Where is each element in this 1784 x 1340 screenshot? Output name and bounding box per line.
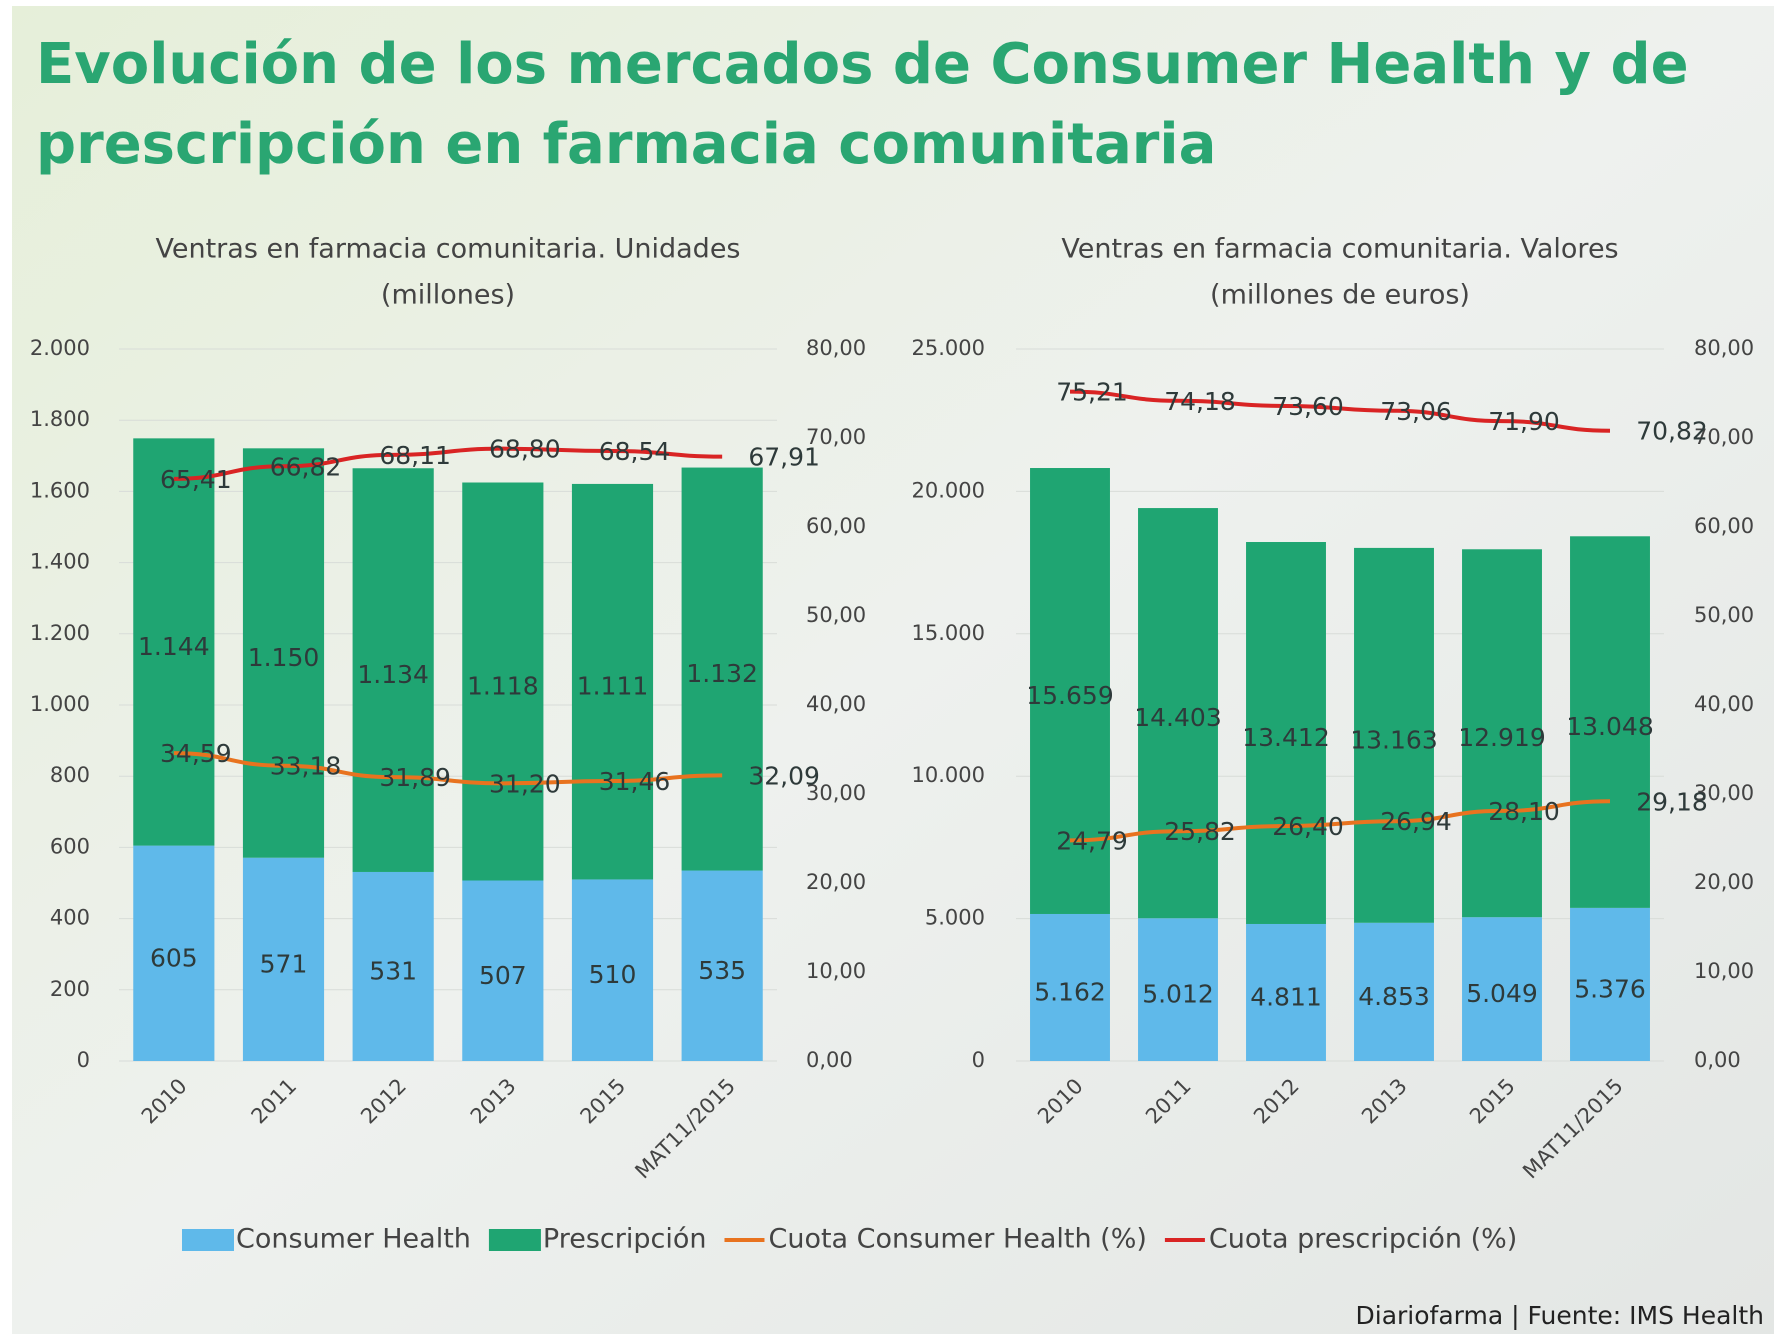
bar-value-label: 5.012 xyxy=(1142,980,1214,1009)
bar-value-label: 15.659 xyxy=(1026,681,1113,710)
line-value-label: 31,89 xyxy=(379,763,451,792)
y2-tick-label: 60,00 xyxy=(806,514,866,538)
y2-tick-label: 40,00 xyxy=(806,692,866,716)
bar-value-label: 1.111 xyxy=(577,672,649,701)
bar-value-label: 5.162 xyxy=(1034,977,1106,1006)
line-value-label: 31,46 xyxy=(599,767,671,796)
line-value-label: 73,60 xyxy=(1272,392,1344,421)
legend-label: Cuota prescripción (%) xyxy=(1209,1224,1517,1255)
bar-value-label: 1.134 xyxy=(357,660,429,689)
y-tick-label: 1.200 xyxy=(30,621,90,645)
bar-value-label: 1.144 xyxy=(138,632,210,661)
bar-value-label: 5.049 xyxy=(1466,979,1538,1008)
bar-value-label: 4.811 xyxy=(1250,982,1322,1011)
line-value-label: 31,20 xyxy=(489,769,561,798)
y-tick-label: 10.000 xyxy=(912,763,985,787)
line-value-label: 68,54 xyxy=(599,437,671,466)
bar-value-label: 13.163 xyxy=(1350,725,1437,754)
line-value-label: 65,41 xyxy=(160,465,232,494)
y2-tick-label: 60,00 xyxy=(1694,514,1754,538)
bar-value-label: 1.132 xyxy=(686,659,758,688)
line-value-label: 68,11 xyxy=(379,441,451,470)
y2-tick-label: 10,00 xyxy=(806,959,866,983)
legend-label: Cuota Consumer Health (%) xyxy=(768,1224,1146,1255)
bar-value-label: 13.048 xyxy=(1566,712,1653,741)
y-tick-label: 20.000 xyxy=(912,478,985,502)
line-value-label: 68,80 xyxy=(489,435,561,464)
bar-value-label: 535 xyxy=(698,956,746,985)
bar-value-label: 5.376 xyxy=(1574,974,1646,1003)
y-tick-label: 600 xyxy=(50,834,90,858)
page-title: prescripción en farmacia comunitaria xyxy=(36,112,1216,177)
y-tick-label: 5.000 xyxy=(925,906,985,930)
chart-subtitle: Ventras en farmacia comunitaria. Valores xyxy=(1061,234,1618,265)
line-value-label: 32,09 xyxy=(748,761,820,790)
y-tick-label: 0 xyxy=(77,1048,90,1072)
y2-tick-label: 80,00 xyxy=(806,336,866,360)
legend-label: Prescripción xyxy=(543,1224,707,1255)
line-value-label: 66,82 xyxy=(270,452,342,481)
bar-value-label: 13.412 xyxy=(1242,723,1329,752)
line-value-label: 29,18 xyxy=(1636,787,1708,816)
y-tick-label: 1.600 xyxy=(30,478,90,502)
line-value-label: 26,40 xyxy=(1272,812,1344,841)
y2-tick-label: 80,00 xyxy=(1694,336,1754,360)
legend-swatch xyxy=(489,1229,541,1251)
legend-swatch xyxy=(182,1229,234,1251)
y2-tick-label: 0,00 xyxy=(1694,1048,1741,1072)
source: Diariofarma | Fuente: IMS Health xyxy=(1356,1301,1764,1330)
bar-value-label: 605 xyxy=(150,943,198,972)
bar-value-label: 510 xyxy=(589,960,637,989)
y-tick-label: 800 xyxy=(50,763,90,787)
line-value-label: 33,18 xyxy=(270,752,342,781)
bar-value-label: 507 xyxy=(479,961,527,990)
y-tick-label: 1.400 xyxy=(30,550,90,574)
chart-subtitle: (millones de euros) xyxy=(1210,280,1470,311)
line-value-label: 26,94 xyxy=(1380,807,1452,836)
legend-label: Consumer Health xyxy=(236,1224,471,1255)
bar-value-label: 531 xyxy=(369,956,417,985)
y-tick-label: 2.000 xyxy=(30,336,90,360)
line-value-label: 25,82 xyxy=(1164,817,1236,846)
y-tick-label: 1.800 xyxy=(30,407,90,431)
line-value-label: 70,82 xyxy=(1636,417,1708,446)
y-tick-label: 1.000 xyxy=(30,692,90,716)
line-value-label: 75,21 xyxy=(1056,378,1128,407)
y2-tick-label: 0,00 xyxy=(806,1048,853,1072)
y-tick-label: 25.000 xyxy=(912,336,985,360)
line-value-label: 73,06 xyxy=(1380,397,1452,426)
line-value-label: 67,91 xyxy=(748,443,820,472)
y2-tick-label: 20,00 xyxy=(806,870,866,894)
bar-value-label: 14.403 xyxy=(1134,703,1221,732)
y-tick-label: 200 xyxy=(50,977,90,1001)
line-value-label: 74,18 xyxy=(1164,387,1236,416)
bar-value-label: 1.118 xyxy=(467,672,539,701)
bar-value-label: 4.853 xyxy=(1358,982,1430,1011)
y-tick-label: 15.000 xyxy=(912,621,985,645)
y2-tick-label: 50,00 xyxy=(806,603,866,627)
page-title: Evolución de los mercados de Consumer He… xyxy=(36,32,1689,97)
bar-value-label: 1.150 xyxy=(248,643,320,672)
line-value-label: 71,90 xyxy=(1488,407,1560,436)
y2-tick-label: 50,00 xyxy=(1694,603,1754,627)
y2-tick-label: 10,00 xyxy=(1694,959,1754,983)
chart-subtitle: (millones) xyxy=(381,280,515,311)
line-value-label: 24,79 xyxy=(1056,826,1128,855)
y-tick-label: 0 xyxy=(972,1048,985,1072)
y2-tick-label: 20,00 xyxy=(1694,870,1754,894)
line-value-label: 28,10 xyxy=(1488,797,1560,826)
chart-page: Evolución de los mercados de Consumer He… xyxy=(0,0,1784,1340)
y2-tick-label: 40,00 xyxy=(1694,692,1754,716)
line-value-label: 34,59 xyxy=(160,739,232,768)
chart-subtitle: Ventras en farmacia comunitaria. Unidade… xyxy=(156,234,741,265)
bar-value-label: 12.919 xyxy=(1458,723,1545,752)
y-tick-label: 400 xyxy=(50,906,90,930)
bar-value-label: 571 xyxy=(260,949,308,978)
